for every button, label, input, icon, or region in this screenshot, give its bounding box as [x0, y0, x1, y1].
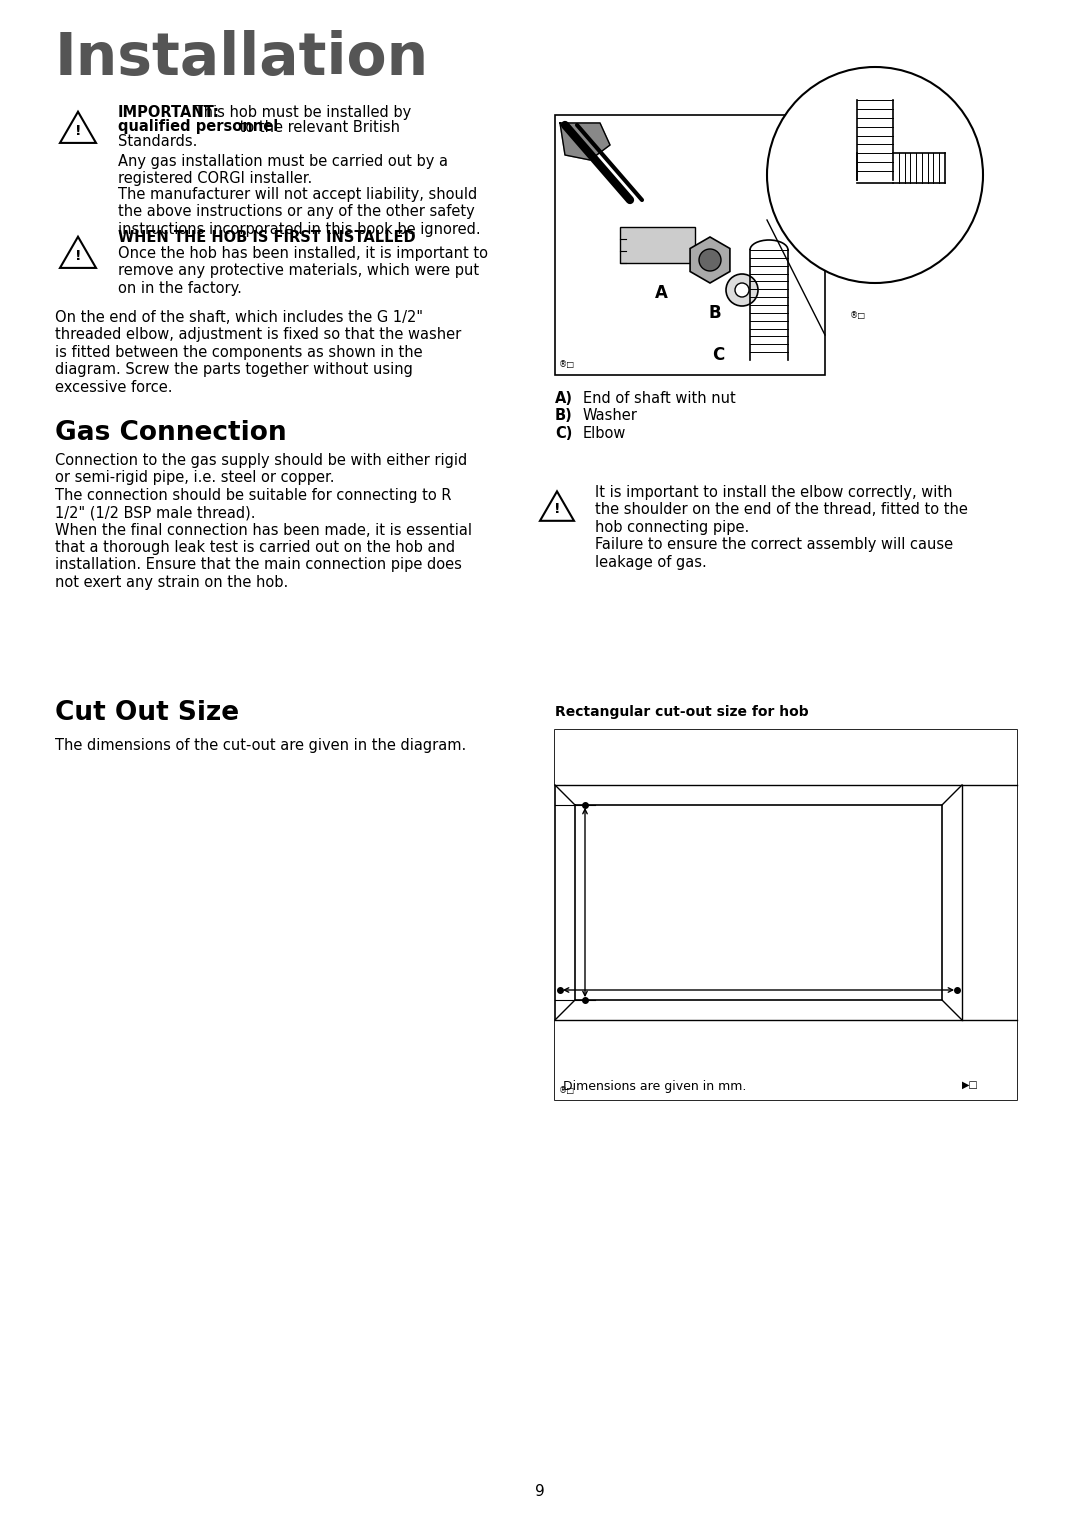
Text: ®□: ®□	[559, 360, 576, 370]
Bar	[620, 228, 696, 263]
Text: End of shaft with nut
Washer
Elbow: End of shaft with nut Washer Elbow	[583, 391, 735, 441]
Text: Once the hob has been installed, it is important to
remove any protective materi: Once the hob has been installed, it is i…	[118, 246, 488, 296]
Text: !: !	[75, 249, 81, 263]
Text: Cut Out Size: Cut Out Size	[55, 699, 239, 725]
Text: IMPORTANT:: IMPORTANT:	[118, 105, 220, 121]
Text: C: C	[712, 347, 725, 363]
Text: WHEN THE HOB IS FIRST INSTALLED: WHEN THE HOB IS FIRST INSTALLED	[118, 231, 416, 244]
Text: Standards.: Standards.	[118, 134, 198, 150]
Text: The dimensions of the cut-out are given in the diagram.: The dimensions of the cut-out are given …	[55, 738, 467, 753]
Bar	[555, 1020, 1017, 1099]
Text: The manufacturer will not accept liability, should
the above instructions or any: The manufacturer will not accept liabili…	[118, 186, 481, 237]
Circle shape	[735, 282, 750, 296]
Text: Installation: Installation	[55, 31, 429, 87]
Circle shape	[767, 67, 983, 282]
Text: This hob must be installed by: This hob must be installed by	[190, 105, 411, 121]
Text: On the end of the shaft, which includes the G 1/2"
threaded elbow, adjustment is: On the end of the shaft, which includes …	[55, 310, 461, 394]
Polygon shape	[690, 237, 730, 282]
Bar	[555, 730, 1017, 785]
Text: Any gas installation must be carried out by a
registered CORGI installer.: Any gas installation must be carried out…	[118, 154, 448, 186]
Text: Gas Connection: Gas Connection	[55, 420, 286, 446]
Text: qualified personnel: qualified personnel	[118, 119, 279, 134]
Text: Rectangular cut-out size for hob: Rectangular cut-out size for hob	[555, 705, 809, 719]
Text: !: !	[554, 502, 561, 516]
Text: 9: 9	[535, 1484, 545, 1500]
Text: ®□: ®□	[850, 312, 866, 321]
Bar	[962, 785, 1017, 1020]
Text: !: !	[75, 124, 81, 137]
Text: Dimensions are given in mm.: Dimensions are given in mm.	[563, 1080, 746, 1093]
Text: ▶□: ▶□	[962, 1080, 978, 1090]
Circle shape	[726, 273, 758, 305]
Circle shape	[699, 249, 721, 270]
Text: B: B	[708, 304, 720, 322]
Text: Connection to the gas supply should be with either rigid
or semi-rigid pipe, i.e: Connection to the gas supply should be w…	[55, 454, 472, 589]
Text: A)
B)
C): A) B) C)	[555, 391, 573, 441]
Text: to the relevant British: to the relevant British	[235, 119, 400, 134]
Polygon shape	[561, 124, 610, 160]
Bar	[555, 115, 825, 376]
Text: ®□: ®□	[559, 1086, 576, 1095]
Bar	[555, 730, 1017, 1099]
Text: It is important to install the elbow correctly, with
the shoulder on the end of : It is important to install the elbow cor…	[595, 486, 968, 570]
Text: A: A	[654, 284, 667, 302]
